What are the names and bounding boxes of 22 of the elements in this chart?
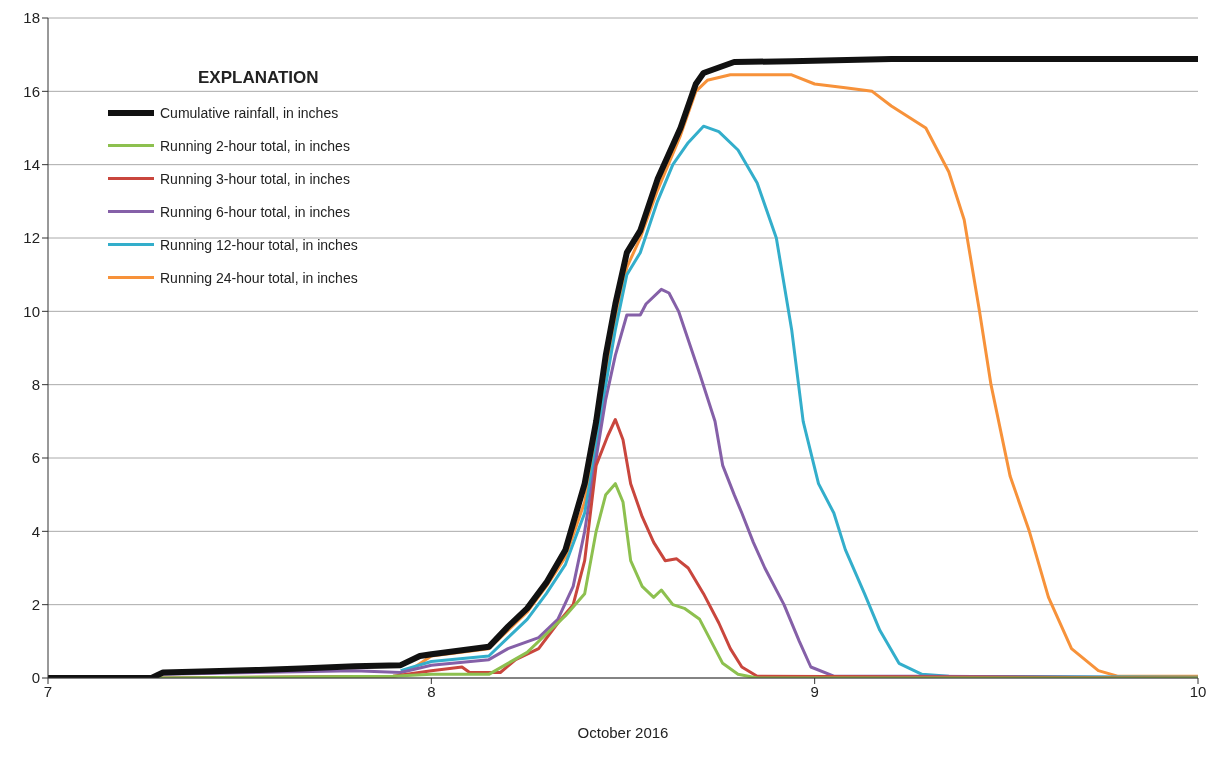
y-tick-label: 4 bbox=[31, 522, 40, 540]
legend-title: EXPLANATION bbox=[198, 68, 320, 88]
legend-label: Running 6-hour total, in inches bbox=[160, 203, 350, 220]
legend-label: Running 3-hour total, in inches bbox=[160, 170, 350, 187]
y-tick-label: 12 bbox=[23, 229, 40, 247]
y-tick-label: 8 bbox=[31, 375, 40, 393]
x-tick-label: 10 bbox=[1189, 682, 1207, 700]
y-tick-label: 18 bbox=[23, 9, 40, 27]
x-axis-title: October 2016 bbox=[577, 724, 669, 741]
y-tick-label: 10 bbox=[23, 302, 40, 320]
legend-label: Running 2-hour total, in inches bbox=[160, 137, 350, 154]
y-tick-label: 6 bbox=[31, 449, 40, 467]
legend-label: Running 24-hour total, in inches bbox=[160, 269, 358, 286]
x-tick-label: 7 bbox=[43, 682, 53, 700]
y-tick-label: 16 bbox=[23, 82, 40, 100]
legend-label: Cumulative rainfall, in inches bbox=[160, 104, 339, 121]
x-tick-label: 8 bbox=[427, 682, 436, 700]
y-tick-label: 14 bbox=[23, 155, 40, 173]
legend-label: Running 12-hour total, in inches bbox=[160, 236, 358, 253]
y-tick-label: 0 bbox=[31, 669, 40, 687]
y-tick-label: 2 bbox=[31, 595, 40, 613]
x-tick-label: 9 bbox=[810, 682, 819, 700]
